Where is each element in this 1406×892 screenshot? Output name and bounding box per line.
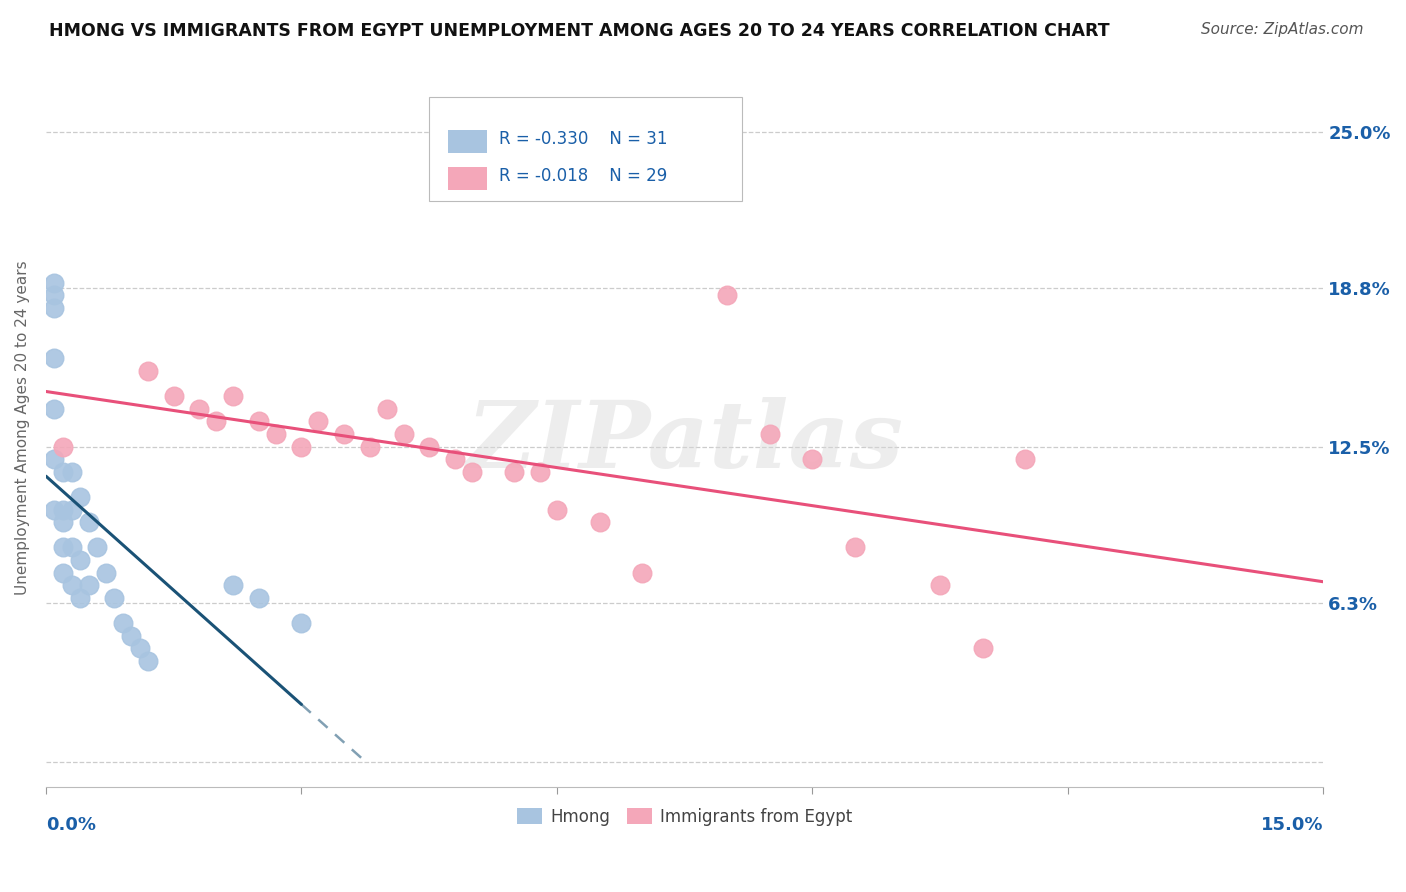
- Point: [52, 440, 75, 454]
- Point: [264, 427, 287, 442]
- Point: [205, 414, 228, 428]
- Point: [136, 364, 159, 378]
- Point: [631, 566, 654, 580]
- Point: [60, 502, 83, 516]
- Point: [359, 440, 381, 454]
- Point: [1014, 452, 1036, 467]
- FancyBboxPatch shape: [449, 129, 486, 153]
- Point: [94, 566, 117, 580]
- Point: [44, 351, 66, 366]
- Point: [801, 452, 824, 467]
- Point: [222, 389, 245, 403]
- Point: [44, 502, 66, 516]
- Text: Source: ZipAtlas.com: Source: ZipAtlas.com: [1201, 22, 1364, 37]
- Point: [44, 401, 66, 416]
- Point: [120, 629, 142, 643]
- Point: [290, 440, 312, 454]
- Point: [44, 301, 66, 315]
- Point: [77, 578, 100, 592]
- Point: [111, 616, 134, 631]
- Text: R = -0.330    N = 31: R = -0.330 N = 31: [499, 130, 668, 148]
- Y-axis label: Unemployment Among Ages 20 to 24 years: Unemployment Among Ages 20 to 24 years: [15, 260, 30, 595]
- Point: [588, 515, 610, 529]
- Point: [44, 276, 66, 290]
- Point: [69, 490, 91, 504]
- Point: [52, 502, 75, 516]
- Point: [392, 427, 415, 442]
- Point: [333, 427, 356, 442]
- Point: [69, 553, 91, 567]
- Point: [529, 465, 551, 479]
- Point: [247, 591, 270, 605]
- Point: [136, 654, 159, 668]
- Point: [375, 401, 398, 416]
- Point: [716, 288, 738, 302]
- Point: [44, 452, 66, 467]
- Point: [103, 591, 125, 605]
- Point: [247, 414, 270, 428]
- Point: [759, 427, 782, 442]
- Point: [69, 591, 91, 605]
- Point: [503, 465, 526, 479]
- Text: R = -0.018    N = 29: R = -0.018 N = 29: [499, 168, 668, 186]
- Point: [443, 452, 465, 467]
- Point: [52, 541, 75, 555]
- Point: [60, 541, 83, 555]
- Text: ZIPatlas: ZIPatlas: [467, 397, 903, 487]
- Point: [52, 566, 75, 580]
- Point: [188, 401, 211, 416]
- Point: [290, 616, 312, 631]
- Point: [163, 389, 186, 403]
- Point: [222, 578, 245, 592]
- Point: [972, 641, 994, 656]
- Point: [52, 515, 75, 529]
- Point: [44, 288, 66, 302]
- Point: [86, 541, 108, 555]
- Point: [77, 515, 100, 529]
- FancyBboxPatch shape: [429, 97, 742, 202]
- Text: HMONG VS IMMIGRANTS FROM EGYPT UNEMPLOYMENT AMONG AGES 20 TO 24 YEARS CORRELATIO: HMONG VS IMMIGRANTS FROM EGYPT UNEMPLOYM…: [49, 22, 1109, 40]
- Point: [128, 641, 150, 656]
- Point: [844, 541, 866, 555]
- Text: 0.0%: 0.0%: [46, 815, 96, 834]
- Text: 15.0%: 15.0%: [1261, 815, 1323, 834]
- Legend: Hmong, Immigrants from Egypt: Hmong, Immigrants from Egypt: [510, 801, 859, 832]
- Point: [418, 440, 440, 454]
- Point: [546, 502, 568, 516]
- FancyBboxPatch shape: [449, 167, 486, 190]
- Point: [929, 578, 952, 592]
- Point: [60, 465, 83, 479]
- Point: [308, 414, 330, 428]
- Point: [52, 465, 75, 479]
- Point: [461, 465, 484, 479]
- Point: [60, 578, 83, 592]
